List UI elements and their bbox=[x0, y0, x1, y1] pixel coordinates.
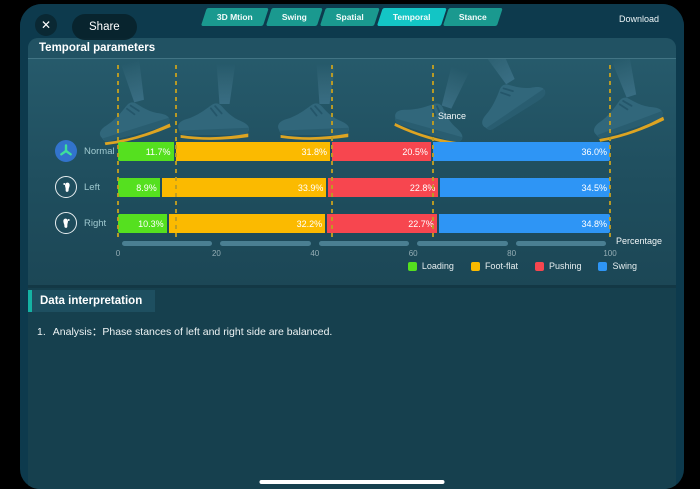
chart-legend: Loading Foot-flat Pushing Swing bbox=[407, 261, 637, 271]
axis-segment bbox=[122, 241, 213, 246]
bar-segment-foot-flat: 33.9% bbox=[161, 178, 327, 197]
home-indicator[interactable] bbox=[259, 479, 445, 484]
bar-segment-swing: 34.5% bbox=[440, 178, 610, 197]
bar-value-label: 33.9% bbox=[297, 182, 324, 193]
legend-swatch bbox=[598, 261, 608, 271]
axis-unit-label: Percentage bbox=[616, 236, 663, 246]
bar-segment-loading: 10.3% bbox=[118, 214, 167, 233]
app-window: 3D Mtion Swing Spatial Temporal Stance Downl… bbox=[20, 4, 684, 489]
axis-segment bbox=[417, 241, 508, 246]
bar-segment-foot-flat: 31.8% bbox=[175, 142, 331, 161]
shoe-foot-flat bbox=[177, 62, 250, 140]
shoe-midstance bbox=[277, 62, 350, 140]
close-button[interactable]: ✕ bbox=[35, 14, 57, 36]
legend-label: Foot-flat bbox=[484, 261, 518, 271]
row-label-text: Normal bbox=[84, 145, 115, 157]
bar-segment-pushing: 20.5% bbox=[332, 142, 431, 161]
phase-guideline bbox=[431, 65, 434, 241]
download-button[interactable]: Download bbox=[618, 14, 659, 24]
normal-body-icon bbox=[55, 140, 77, 162]
analysis-item-number: 1. bbox=[37, 326, 46, 338]
stance-annotation: Stance bbox=[438, 111, 467, 121]
gait-cycle-shoes-illustration bbox=[82, 59, 666, 149]
tab-label: Temporal bbox=[392, 12, 431, 22]
row-label-normal: Normal bbox=[55, 140, 115, 162]
bar-value-label: 20.5% bbox=[402, 146, 428, 157]
axis-segment bbox=[220, 241, 311, 246]
tab-label: Spatial bbox=[335, 12, 364, 22]
tab-bar: 3D Mtion Swing Spatial Temporal Stance bbox=[200, 8, 504, 26]
shoe-heel-strike-2 bbox=[573, 59, 666, 144]
axis-tick-label: 80 bbox=[507, 249, 517, 258]
bar-value-label: 22.7% bbox=[408, 218, 434, 229]
data-interpretation-section: Data interpretation 1. Analysis：Phase sta… bbox=[28, 285, 676, 489]
legend-item-pushing: Pushing bbox=[534, 261, 582, 271]
bar-value-label: 36.0% bbox=[581, 146, 607, 157]
bar-value-label: 34.5% bbox=[581, 182, 607, 193]
tab-3d-mtion[interactable]: 3D Mtion bbox=[200, 8, 269, 26]
bar-segment-loading: 11.7% bbox=[118, 142, 174, 161]
bar-value-label: 34.8% bbox=[581, 218, 607, 229]
axis-segment bbox=[515, 241, 606, 246]
bar-value-label: 31.8% bbox=[301, 146, 328, 157]
bar-value-label: 10.3% bbox=[138, 218, 164, 229]
axis-segment bbox=[318, 241, 410, 246]
bar-row-right: 10.3% 32.2% 22.7% 34.8% bbox=[118, 214, 610, 233]
bar-value-label: 32.2% bbox=[296, 218, 323, 229]
axis-tick-label: 100 bbox=[603, 249, 617, 258]
tab-label: 3D Mtion bbox=[216, 12, 253, 22]
axis-tick-label: 20 bbox=[211, 249, 221, 258]
phase-guideline bbox=[174, 65, 177, 241]
axis-tick-label: 60 bbox=[408, 249, 418, 258]
close-icon: ✕ bbox=[40, 18, 52, 32]
phase-guideline bbox=[609, 65, 611, 241]
page-title: Temporal parameters bbox=[28, 38, 676, 59]
share-button[interactable]: Share bbox=[72, 14, 137, 40]
axis-tick-label: 0 bbox=[115, 249, 121, 258]
data-interpretation-title: Data interpretation bbox=[28, 290, 156, 312]
row-label-right: Right bbox=[55, 212, 106, 234]
shoe-swing bbox=[448, 59, 549, 134]
bar-row-left: 8.9% 33.9% 22.8% 34.5% bbox=[118, 178, 610, 197]
legend-item-swing: Swing bbox=[598, 261, 637, 271]
bar-segment-swing: 36.0% bbox=[432, 142, 610, 161]
bar-segment-loading: 8.9% bbox=[118, 178, 160, 197]
tab-stance[interactable]: Stance bbox=[443, 8, 504, 26]
legend-label: Swing bbox=[612, 261, 637, 271]
shoe-heel-strike bbox=[82, 59, 172, 148]
temporal-parameters-chart: Stance Normal bbox=[28, 59, 676, 286]
tab-swing[interactable]: Swing bbox=[265, 8, 323, 26]
row-label-left: Left bbox=[55, 176, 100, 198]
legend-label: Loading bbox=[421, 261, 454, 271]
bar-value-label: 11.7% bbox=[145, 146, 171, 157]
bar-segment-swing: 34.8% bbox=[438, 214, 610, 233]
tab-spatial[interactable]: Spatial bbox=[319, 8, 380, 26]
tab-label: Swing bbox=[281, 12, 307, 22]
right-foot-icon bbox=[55, 212, 77, 234]
bar-segment-foot-flat: 32.2% bbox=[168, 214, 326, 233]
tab-label: Stance bbox=[459, 12, 488, 22]
bar-value-label: 22.8% bbox=[409, 182, 436, 193]
shoe-push-off bbox=[391, 59, 484, 149]
tab-temporal[interactable]: Temporal bbox=[376, 8, 447, 26]
bar-value-label: 8.9% bbox=[136, 182, 157, 193]
axis-tick-label: 40 bbox=[310, 249, 320, 258]
legend-label: Pushing bbox=[548, 261, 582, 271]
content-panel: Temporal parameters bbox=[28, 38, 676, 489]
row-label-text: Right bbox=[84, 217, 107, 229]
legend-item-loading: Loading bbox=[407, 261, 454, 271]
phase-guideline bbox=[331, 65, 334, 241]
analysis-item-text: Analysis：Phase stances of left and right… bbox=[52, 326, 333, 338]
legend-item-foot-flat: Foot-flat bbox=[470, 261, 518, 271]
bar-row-normal: 11.7% 31.8% 20.5% 36.0% bbox=[118, 142, 610, 161]
phase-guideline bbox=[117, 65, 119, 241]
bar-segment-pushing: 22.7% bbox=[327, 214, 437, 233]
row-label-text: Left bbox=[84, 181, 100, 193]
left-foot-icon bbox=[55, 176, 77, 198]
analysis-item: 1. Analysis：Phase stances of left and rig… bbox=[37, 324, 676, 339]
legend-swatch bbox=[470, 261, 480, 271]
legend-swatch bbox=[534, 261, 544, 271]
legend-swatch bbox=[407, 261, 417, 271]
bar-segment-pushing: 22.8% bbox=[328, 178, 439, 197]
